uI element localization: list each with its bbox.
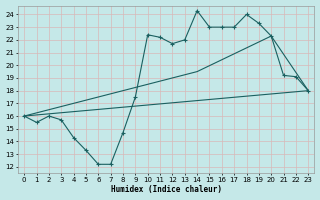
X-axis label: Humidex (Indice chaleur): Humidex (Indice chaleur) xyxy=(111,185,222,194)
